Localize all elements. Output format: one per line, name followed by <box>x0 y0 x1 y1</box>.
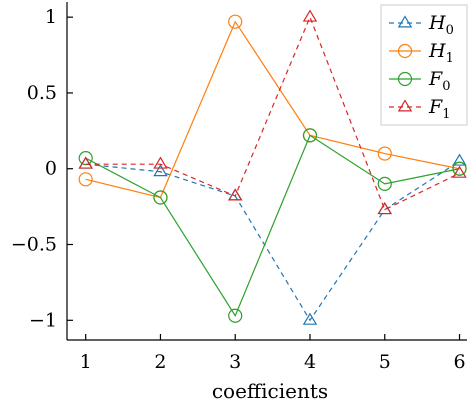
data-point <box>377 201 392 215</box>
series-H0 <box>78 153 467 325</box>
y-tick-label: 0 <box>45 158 57 180</box>
y-tick-label: −0.5 <box>11 234 57 256</box>
data-point <box>78 172 93 187</box>
data-point <box>452 165 467 178</box>
data-point <box>302 9 318 22</box>
y-tick-label: 0.5 <box>27 82 57 104</box>
data-point <box>452 161 467 176</box>
legend-marker <box>397 71 413 87</box>
data-point <box>153 190 168 205</box>
x-tick-label: 3 <box>229 351 241 373</box>
series-F1 <box>78 9 467 215</box>
x-tick-label: 2 <box>154 351 166 373</box>
legend-marker <box>397 15 413 28</box>
legend-marker <box>397 43 413 59</box>
y-tick-label: 1 <box>45 6 57 28</box>
series-line <box>85 160 460 322</box>
axes-layer: 1 0.5 0 −0.5 −1 1 2 3 4 5 6 <box>11 2 467 373</box>
series-layer <box>78 9 467 325</box>
data-point <box>302 312 318 325</box>
data-point <box>228 308 243 323</box>
x-tick-label: 5 <box>379 351 391 373</box>
data-point <box>227 188 243 201</box>
data-point <box>78 156 93 169</box>
series-line <box>85 134 460 318</box>
x-tick-label: 4 <box>304 351 316 373</box>
data-point <box>377 176 392 191</box>
data-point <box>377 146 392 161</box>
x-tick-label: 6 <box>453 351 465 373</box>
y-tick-label: −1 <box>29 309 57 331</box>
series-line <box>85 15 460 211</box>
data-point <box>153 164 168 177</box>
series-line <box>85 20 460 199</box>
legend-marker <box>397 99 413 112</box>
data-point <box>377 201 392 215</box>
data-point <box>302 128 318 143</box>
legend-box <box>380 4 468 126</box>
data-point <box>452 153 467 166</box>
x-tick-label: 1 <box>80 351 92 373</box>
data-point <box>228 14 243 29</box>
data-point <box>153 156 168 169</box>
x-axis-title: coefficients <box>212 379 328 403</box>
